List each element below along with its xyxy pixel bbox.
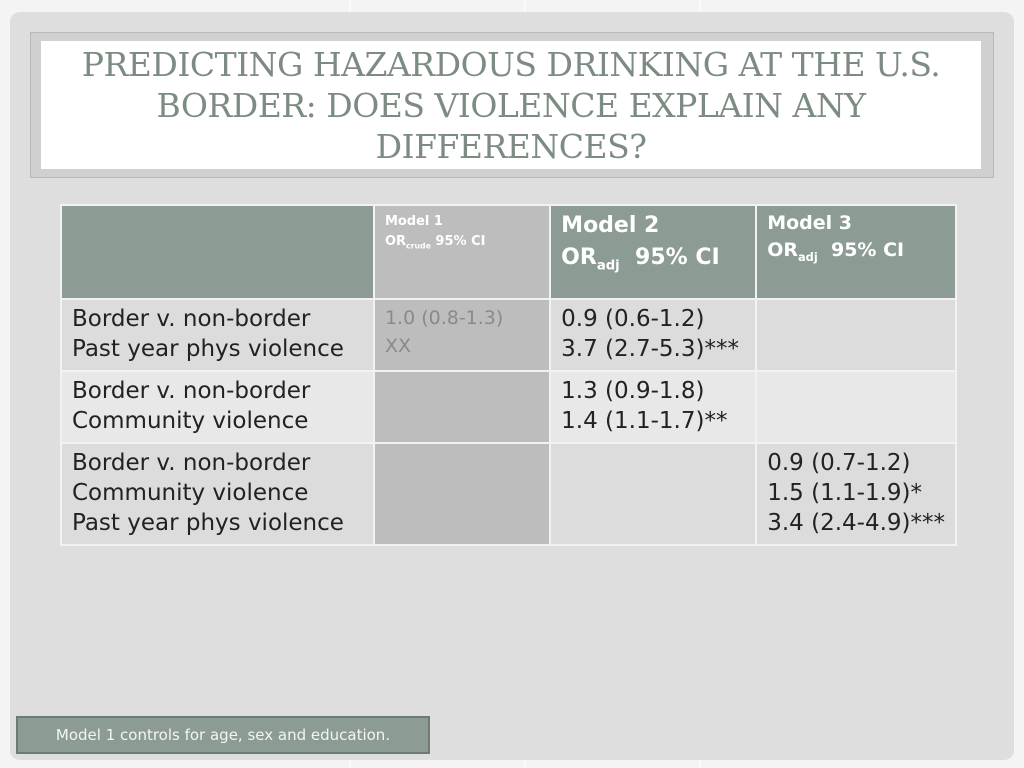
model3-cell [755, 370, 957, 444]
row-label: Border v. non-border Past year phys viole… [60, 298, 375, 372]
model1-cell [372, 442, 552, 546]
title-box: Predicting Hazardous Drinking at the U.S… [30, 32, 994, 178]
footnote-box: Model 1 controls for age, sex and educat… [16, 716, 430, 754]
table-row: Border v. non-border Community violence Pa… [60, 442, 957, 546]
header-model3: Model 3 ORadj 95% CI [755, 204, 957, 300]
header-empty [60, 204, 375, 300]
results-table: Model 1 ORcrude 95% CI Model 2 ORadj 95%… [60, 204, 957, 546]
header-model1: Model 1 ORcrude 95% CI [372, 204, 552, 300]
model3-cell [755, 298, 957, 372]
model2-cell: 0.9 (0.6-1.2) 3.7 (2.7-5.3)*** [549, 298, 758, 372]
header-model2: Model 2 ORadj 95% CI [549, 204, 758, 300]
model2-cell [549, 442, 758, 546]
slide-title: Predicting Hazardous Drinking at the U.S… [81, 44, 941, 166]
header-row: Model 1 ORcrude 95% CI Model 2 ORadj 95%… [60, 204, 957, 300]
row-label: Border v. non-border Community violence [60, 370, 375, 444]
row-label: Border v. non-border Community violence Pa… [60, 442, 375, 546]
model1-cell [372, 370, 552, 444]
table-row: Border v. non-border Community violence 1… [60, 370, 957, 444]
table-row: Border v. non-border Past year phys viole… [60, 298, 957, 372]
model2-cell: 1.3 (0.9-1.8) 1.4 (1.1-1.7)** [549, 370, 758, 444]
model3-cell: 0.9 (0.7-1.2) 1.5 (1.1-1.9)* 3.4 (2.4-4.9)… [755, 442, 957, 546]
model1-cell: 1.0 (0.8-1.3) XX [372, 298, 552, 372]
